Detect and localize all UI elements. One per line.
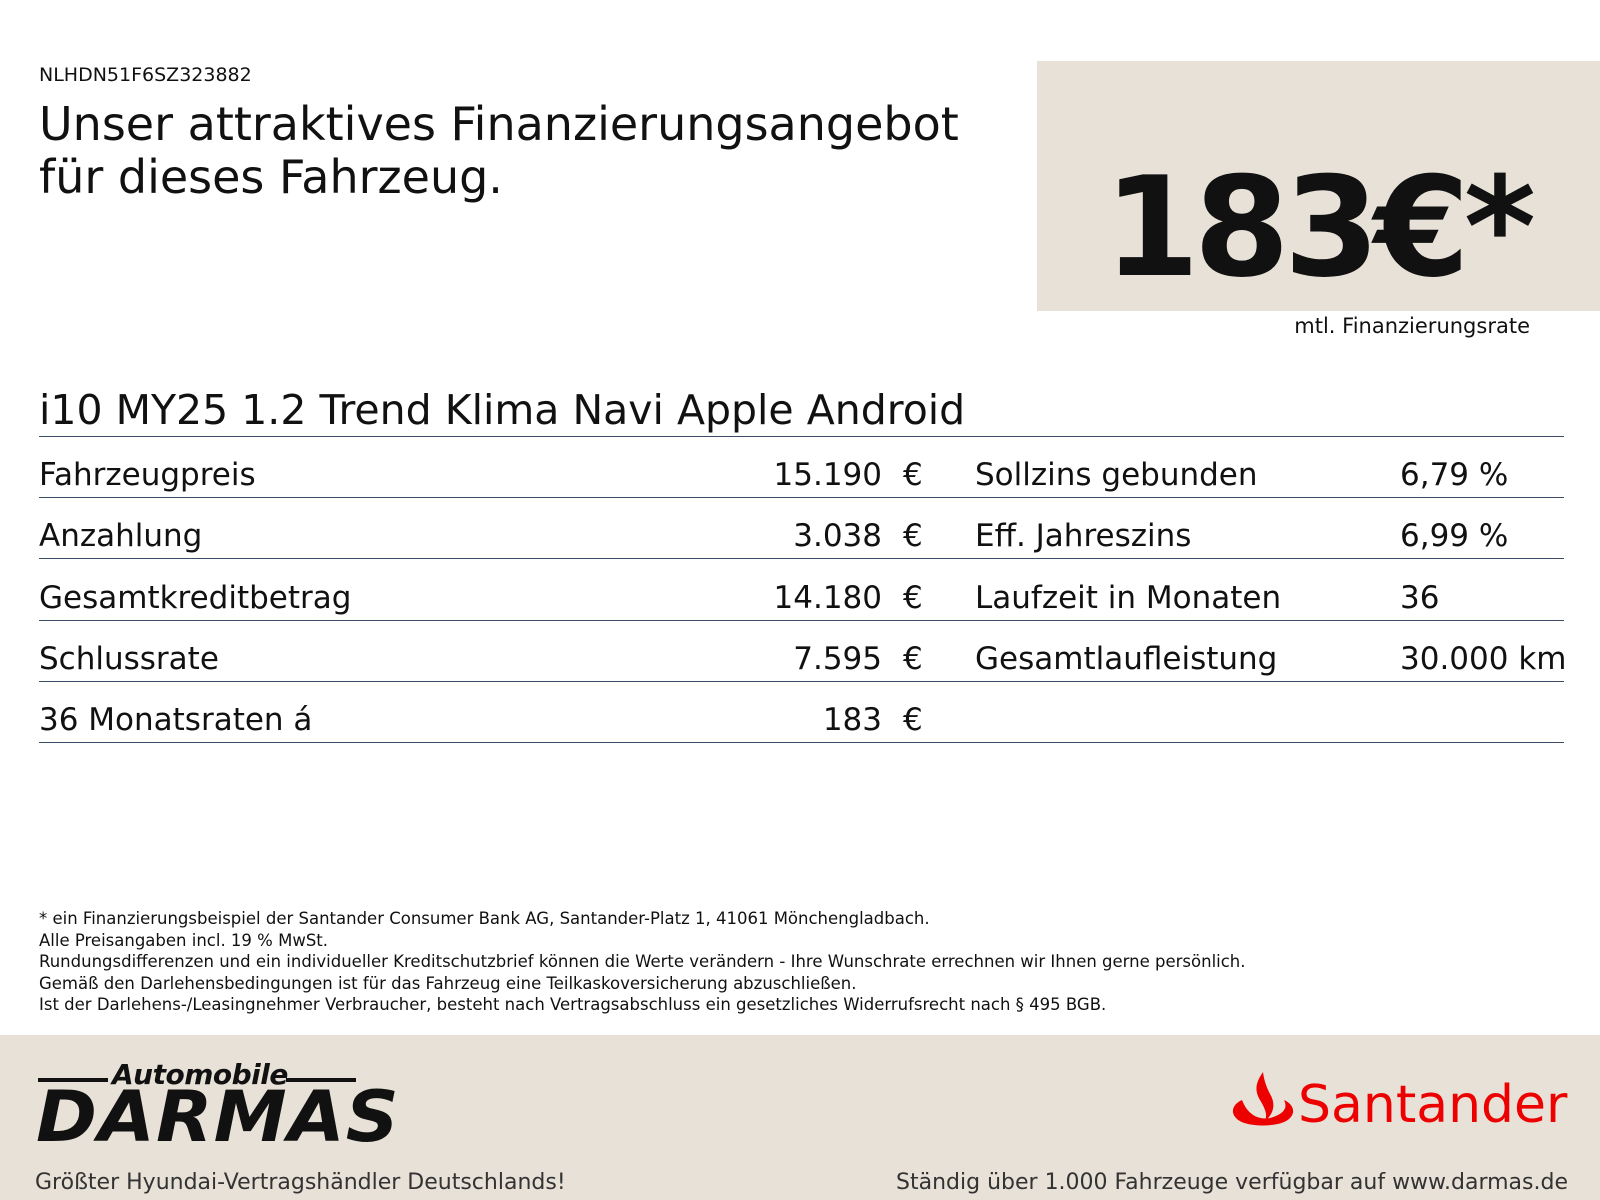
row-divider <box>39 619 1564 621</box>
model-title: i10 MY25 1.2 Trend Klima Navi Apple Andr… <box>39 386 966 434</box>
row-value: 30.000 km <box>1400 640 1567 677</box>
row-label: Gesamtlaufleistung <box>975 640 1278 677</box>
footnote: Rundungsdifferenzen und ein individuelle… <box>39 952 1246 972</box>
row-label: Eff. Jahreszins <box>975 518 1192 555</box>
row-divider <box>39 558 1564 560</box>
footnote: Alle Preisangaben incl. 19 % MwSt. <box>39 930 329 950</box>
row-unit: € <box>903 702 923 739</box>
row-divider <box>39 680 1564 682</box>
bank-flame <box>1232 1072 1294 1126</box>
dealer-tagline: Größter Hyundai-Vertragshändler Deutschl… <box>35 1170 566 1195</box>
divider <box>39 436 1564 437</box>
row-divider <box>39 497 1564 498</box>
row-value: 6,99 % <box>1400 518 1509 555</box>
footnote: Ist der Darlehens-/Leasingnehmer Verbrau… <box>39 995 1107 1015</box>
row-unit: € <box>903 457 923 493</box>
row-label: Sollzins gebunden <box>975 457 1258 493</box>
dealer-logo: DARMAS <box>36 1076 400 1158</box>
row-value: 7.595 <box>793 640 882 677</box>
footnote: Gemäß den Darlehensbedingungen ist für d… <box>39 973 857 993</box>
row-value: 15.190 <box>773 457 882 493</box>
headline: Unser attraktives Finanzierungsangebot f… <box>39 98 959 204</box>
row-unit: € <box>903 640 923 677</box>
row-unit: € <box>903 518 923 555</box>
price: 183€* <box>1103 147 1536 308</box>
row-value: 6,79 % <box>1400 457 1509 493</box>
price-box: 183€* mtl. Finanzierungsrate <box>1037 61 1600 338</box>
row-value: 183 <box>822 702 882 739</box>
bank-logo: Santander <box>1298 1075 1568 1135</box>
price-label: mtl. Finanzierungsrate <box>1294 314 1530 338</box>
footnotes: * ein Finanzierungsbeispiel der Santande… <box>39 908 1246 1016</box>
footnote: * ein Finanzierungsbeispiel der Santande… <box>39 909 930 928</box>
row-label: 36 Monatsraten á <box>39 702 313 739</box>
row-label: Laufzeit in Monaten <box>975 579 1282 616</box>
row-value: 3.038 <box>793 518 882 555</box>
dealer-logo-top: Automobile <box>112 1058 288 1091</box>
dealer-logo-lines <box>38 1078 356 1082</box>
vin: NLHDN51F6SZ323882 <box>39 64 252 86</box>
row-label: Anzahlung <box>39 518 203 555</box>
row-label: Schlussrate <box>39 640 219 677</box>
footer-band <box>0 1035 1600 1200</box>
headline-line: für dieses Fahrzeug. <box>39 150 503 204</box>
row-value: 36 <box>1400 579 1440 616</box>
footer-text: Ständig über 1.000 Fahrzeuge verfügbar a… <box>896 1170 1568 1195</box>
row-unit: € <box>903 579 923 616</box>
headline-line: Unser attraktives Finanzierungsangebot <box>39 97 959 151</box>
row-value: 14.180 <box>773 579 882 616</box>
row-label: Fahrzeugpreis <box>39 457 256 493</box>
row-label: Gesamtkreditbetrag <box>39 579 352 616</box>
row-divider <box>39 742 1564 744</box>
